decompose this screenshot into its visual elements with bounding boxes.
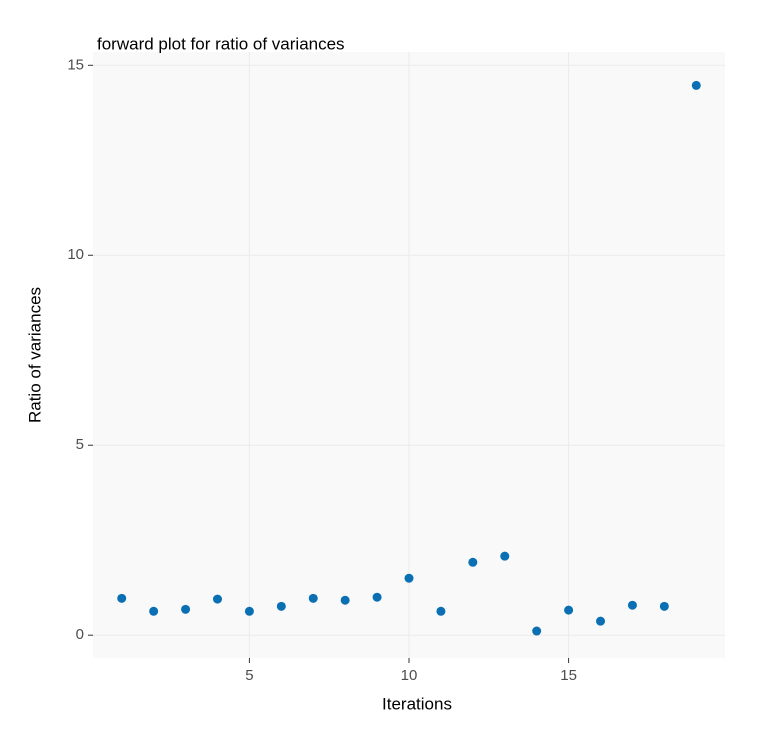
point: [627, 600, 637, 610]
point: [244, 606, 254, 616]
point: [340, 595, 350, 605]
point: [117, 593, 127, 603]
point: [181, 604, 191, 614]
point: [404, 573, 414, 583]
x-tick-label: 5: [245, 667, 253, 684]
chart-title: forward plot for ratio of variances: [97, 34, 345, 53]
point: [532, 626, 542, 636]
x-tick-label: 10: [401, 667, 418, 684]
point: [691, 80, 701, 90]
point: [500, 551, 510, 561]
y-axis-label: Ratio of variances: [25, 287, 44, 423]
point: [468, 557, 478, 567]
point: [659, 601, 669, 611]
point: [308, 593, 318, 603]
point: [596, 616, 606, 626]
y-tick-label: 5: [76, 436, 84, 453]
x-axis-label: Iterations: [382, 694, 452, 713]
y-tick-label: 0: [76, 626, 84, 643]
x-tick-label: 15: [560, 667, 577, 684]
point: [564, 605, 574, 615]
point: [276, 601, 286, 611]
point: [436, 606, 446, 616]
y-tick-label: 10: [67, 246, 84, 263]
point: [372, 592, 382, 602]
point: [149, 606, 159, 616]
point: [212, 594, 222, 604]
y-tick-label: 15: [67, 56, 84, 73]
